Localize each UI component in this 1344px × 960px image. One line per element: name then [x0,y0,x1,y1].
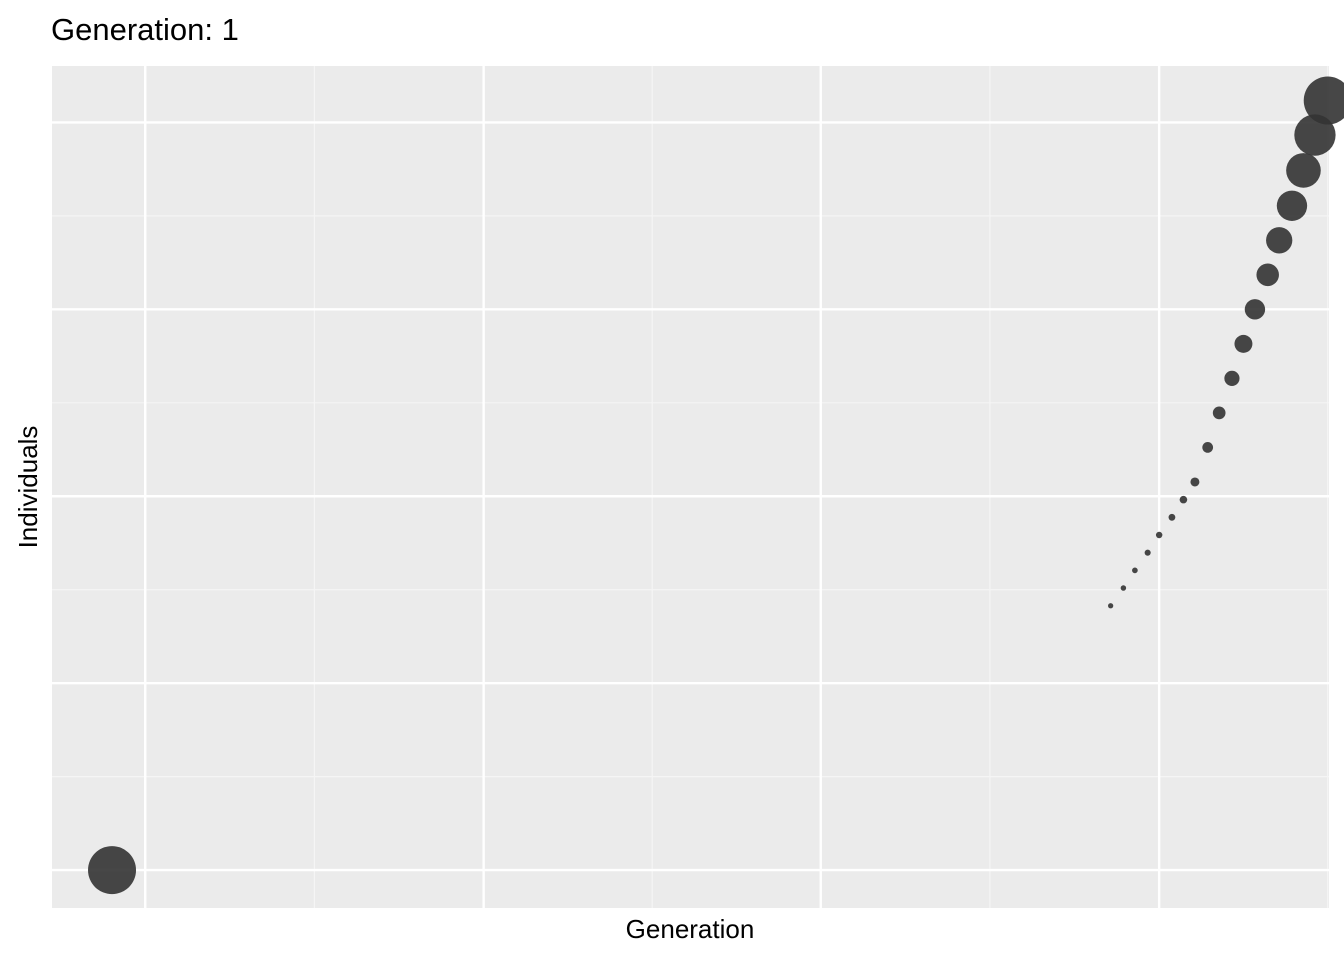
data-point [1179,495,1188,504]
x-axis-label: Generation [626,914,755,944]
minor-gridlines [52,66,1329,908]
y-axis-label: Individuals [13,426,43,549]
data-point [1244,299,1266,320]
data-point [1144,549,1151,556]
data-point [1303,76,1344,125]
data-point [1108,603,1114,609]
data-points [88,76,1344,895]
data-point [1168,513,1176,521]
data-point [1202,442,1214,453]
data-point [1120,585,1127,591]
data-point [1294,114,1336,156]
data-point [1256,263,1279,287]
data-point [1286,153,1321,188]
data-point [1224,370,1240,386]
data-point [1155,531,1163,539]
major-gridlines [52,66,1329,908]
data-point [1132,567,1138,574]
data-point [88,846,137,895]
data-point [1190,477,1200,487]
data-point [1276,190,1308,221]
data-point [1266,227,1293,254]
chart-title: Generation: 1 [51,12,239,47]
plot-panel [52,66,1329,908]
data-point [1234,334,1253,353]
data-point [1212,406,1226,420]
